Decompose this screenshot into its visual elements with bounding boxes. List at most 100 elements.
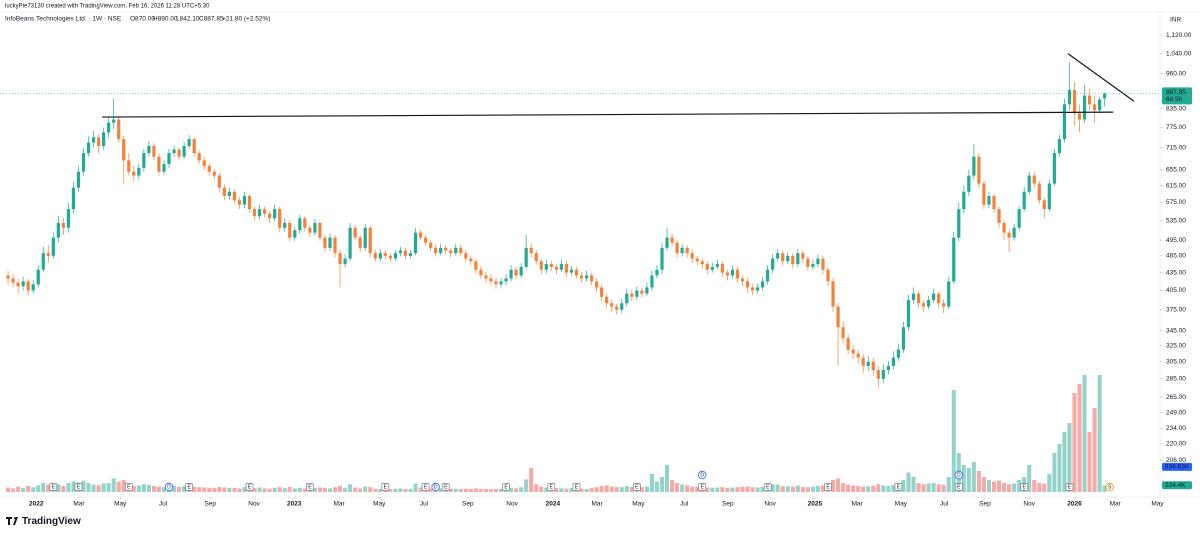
volume-bar — [151, 486, 156, 492]
candle-body — [856, 353, 860, 358]
volume-bar — [202, 487, 207, 492]
candle-body — [750, 287, 755, 291]
candle-body — [81, 153, 86, 172]
candle-body — [308, 227, 312, 233]
candle-body — [615, 306, 619, 310]
candle-body — [323, 237, 327, 248]
candle-body — [695, 258, 699, 262]
volume-bar — [217, 486, 222, 492]
candle-body — [207, 165, 211, 172]
event-label: E — [1068, 485, 1072, 491]
candle-body — [1037, 183, 1041, 201]
candle-body — [584, 275, 589, 279]
volume-bar — [891, 485, 896, 492]
candle-body — [730, 269, 735, 276]
candle-body — [715, 264, 719, 267]
volume-bar — [604, 485, 609, 492]
volume-bar — [1042, 483, 1047, 492]
volume-bar — [780, 486, 785, 492]
volume-bar — [836, 478, 841, 492]
volume-bar — [524, 479, 529, 492]
x-tick-label: May — [895, 501, 908, 508]
volume-bar — [564, 488, 569, 492]
volume-bar — [760, 486, 765, 492]
candle-body — [544, 264, 548, 270]
volume-bar — [665, 465, 670, 492]
event-marker — [954, 470, 963, 480]
y-tick-label: 220.00 — [1166, 441, 1186, 448]
volume-bar — [378, 489, 383, 492]
volume-bar — [916, 483, 921, 492]
candle-body — [665, 237, 669, 248]
x-tick-label: Jul — [940, 501, 949, 508]
brand-logo — [6, 517, 18, 525]
volume-bar — [856, 486, 861, 492]
candle-body — [353, 227, 357, 238]
candle-body — [147, 146, 151, 154]
candle-body — [911, 293, 916, 300]
logo-icon — [6, 517, 18, 525]
candle-body — [132, 171, 136, 176]
volume-bar — [609, 486, 614, 492]
candle-body — [509, 269, 513, 279]
candle-body — [967, 175, 971, 192]
volume-bar — [312, 488, 317, 492]
event-label: E — [127, 485, 131, 491]
candle-body — [710, 266, 714, 270]
candle-body — [6, 275, 10, 279]
candle-body — [851, 349, 855, 354]
candle-body — [594, 281, 599, 288]
candle-body — [51, 237, 55, 256]
candle-body — [725, 272, 729, 276]
volume-bar — [81, 480, 86, 492]
candle-body — [262, 209, 267, 214]
event-marker — [185, 483, 193, 491]
candle-body — [1082, 95, 1087, 120]
candle-body — [1067, 89, 1072, 105]
event-marker — [632, 483, 641, 491]
volume-bar — [172, 485, 177, 492]
candle-body — [781, 253, 785, 262]
candle-body — [418, 232, 423, 238]
candle-body — [635, 290, 639, 297]
volume-bar — [348, 484, 353, 492]
volume-bar — [800, 486, 805, 492]
volume-bar — [41, 483, 46, 492]
x-tick-label: Nov — [248, 501, 260, 508]
trend-line — [102, 111, 1114, 118]
candle-body — [237, 200, 242, 205]
candle-body — [479, 269, 483, 276]
event-label: D — [957, 473, 961, 479]
volume-bar — [599, 486, 604, 492]
volume-bar — [373, 488, 378, 492]
volume-bar — [488, 489, 493, 492]
event-label: E — [248, 485, 252, 491]
volume-bar — [619, 487, 624, 492]
event-marker — [502, 483, 510, 491]
volume-bar — [594, 487, 599, 492]
volume-bar — [554, 488, 559, 492]
volume-bar — [267, 488, 272, 492]
volume-bar — [740, 486, 745, 492]
candle-body — [640, 290, 644, 294]
event-label: D — [167, 485, 171, 491]
candle-body — [31, 284, 35, 291]
candle-body — [152, 146, 156, 157]
candle-body — [348, 227, 352, 259]
x-tick-label: May — [114, 501, 127, 508]
volume-bar — [936, 484, 941, 492]
event-label: E — [308, 485, 312, 491]
candle-body — [1047, 183, 1051, 210]
candle-body — [932, 293, 936, 300]
volume-bar — [795, 485, 800, 492]
candle-body — [1012, 227, 1016, 238]
ohlc-value: O870.00 — [130, 16, 155, 23]
volume-bar — [815, 486, 820, 492]
candle-body — [1007, 232, 1011, 238]
volume-bar — [921, 484, 926, 492]
event-marker — [441, 483, 450, 491]
volume-bar — [584, 489, 589, 492]
candle-body — [444, 247, 448, 251]
candle-body — [841, 327, 845, 339]
